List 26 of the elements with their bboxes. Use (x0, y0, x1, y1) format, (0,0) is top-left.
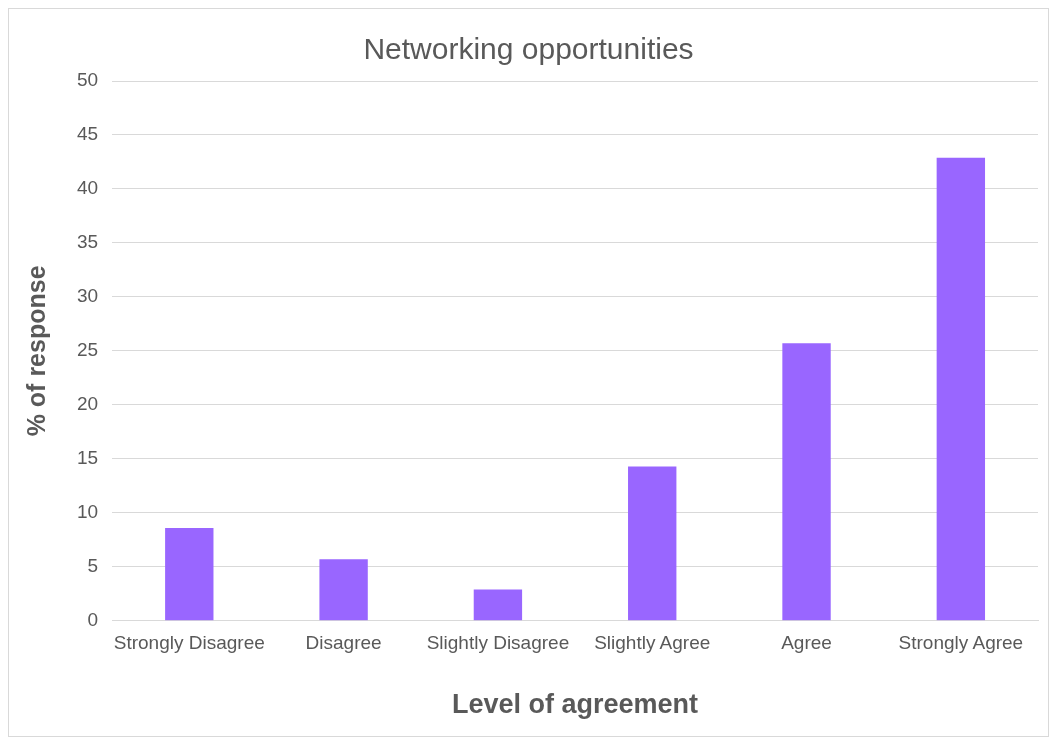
y-tick-label: 10 (76, 501, 99, 523)
y-tick-label: 20 (76, 393, 99, 415)
bar (782, 343, 831, 621)
x-tick-label: Strongly Disagree (113, 632, 265, 654)
bar (628, 466, 677, 621)
x-tick-label: Slightly Disagree (426, 632, 570, 654)
y-tick-label: 0 (87, 609, 99, 631)
bar (319, 559, 368, 621)
x-axis-title: Level of agreement (452, 689, 699, 720)
y-tick-label: 5 (87, 555, 99, 577)
x-tick-label: Agree (781, 632, 832, 654)
bar (936, 157, 986, 621)
y-tick-label: 40 (76, 177, 99, 199)
y-tick-label: 50 (76, 69, 99, 91)
bar (473, 589, 523, 621)
y-tick-label: 45 (76, 123, 99, 145)
bar (165, 527, 214, 621)
y-tick-label: 30 (76, 285, 99, 307)
chart-title: Networking opportunities (363, 32, 694, 66)
x-tick-label: Disagree (305, 632, 382, 654)
y-tick-label: 35 (76, 231, 99, 253)
x-tick-label: Strongly Agree (898, 632, 1024, 654)
y-axis-title: % of response (21, 265, 50, 437)
y-tick-label: 15 (76, 447, 99, 469)
y-tick-label: 25 (76, 339, 99, 361)
x-tick-label: Slightly Agree (594, 632, 711, 654)
